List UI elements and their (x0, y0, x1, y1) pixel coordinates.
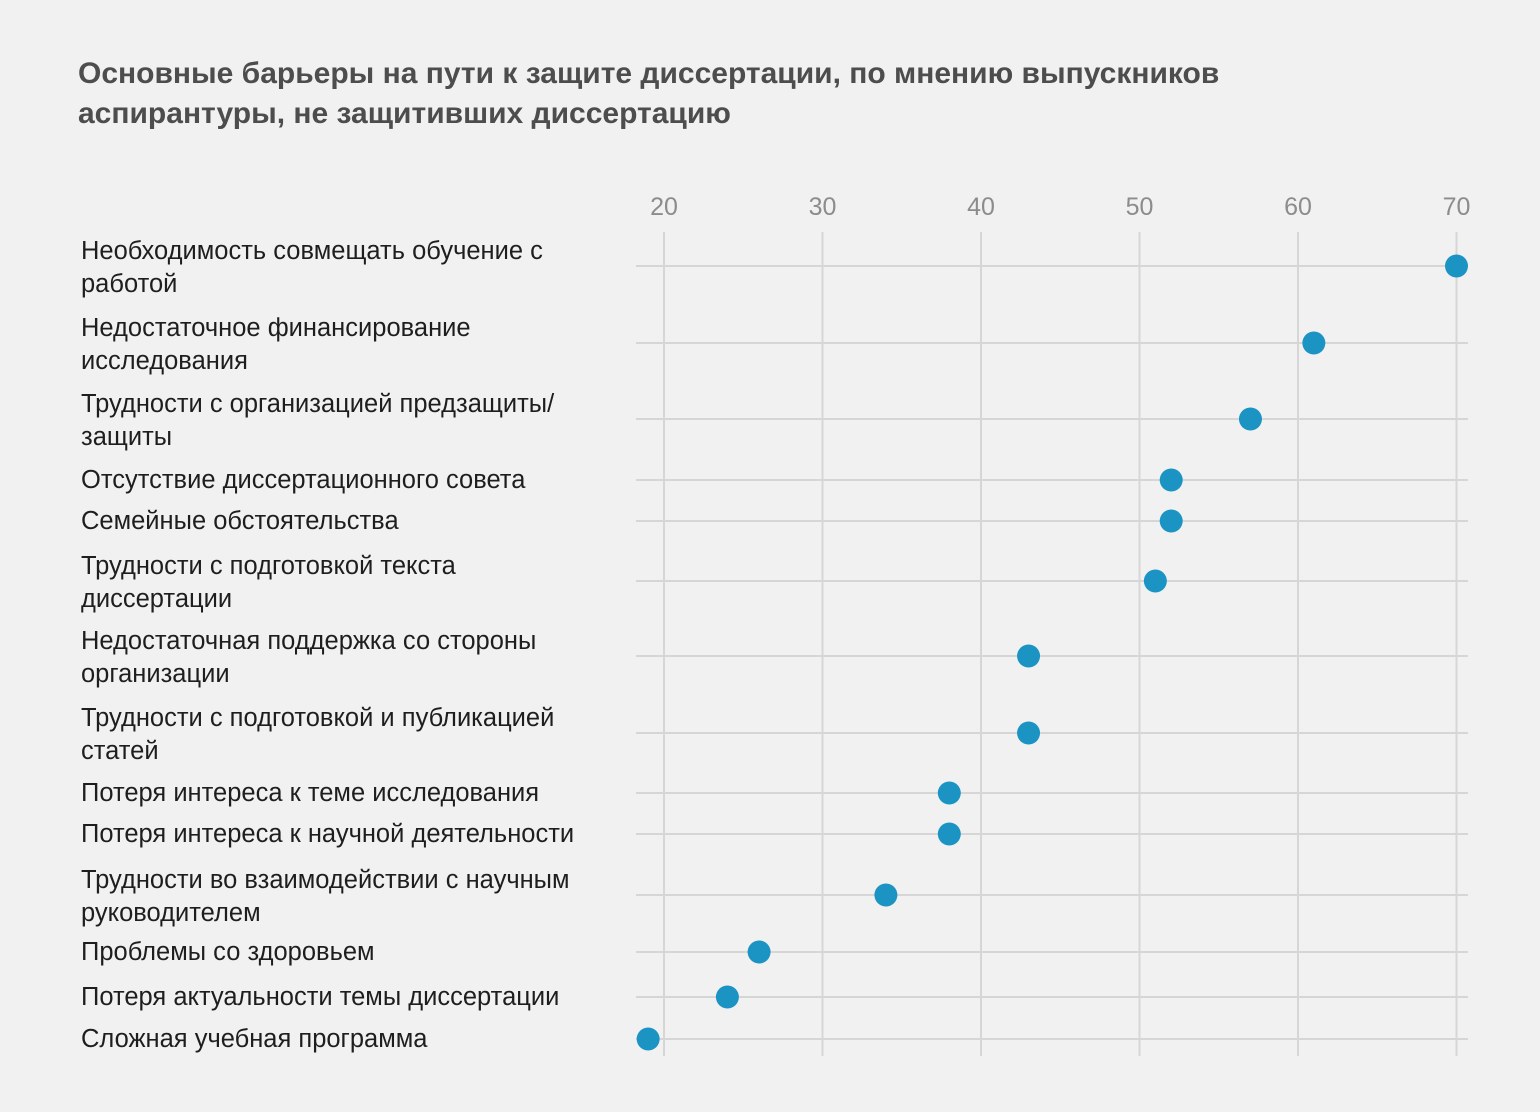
category-label: Потеря интереса к научной деятельности (81, 820, 574, 848)
category-label: Трудности с подготовкой текста диссертаци… (81, 552, 457, 613)
category-label-line: работой (81, 270, 177, 298)
category-label-line: Недостаточная поддержка со стороны (81, 627, 536, 655)
data-point (1302, 331, 1326, 355)
data-points (636, 254, 1468, 1051)
data-point (937, 822, 961, 846)
data-point (1017, 721, 1041, 745)
category-label: Сложная учебная программа (81, 1025, 428, 1053)
category-label-line: Потеря актуальности темы диссертации (81, 983, 559, 1011)
category-label: Трудности с организацией предзащиты/защи… (81, 390, 555, 451)
category-label: Трудности во взаимодействии с научным рук… (81, 866, 570, 927)
x-tick-label-30: 30 (809, 193, 837, 221)
data-point (1159, 468, 1183, 492)
category-label-line: Сложная учебная программа (81, 1025, 428, 1053)
category-labels: Необходимость совмещать обучение с работо… (81, 237, 574, 1053)
data-point (1143, 569, 1167, 593)
horizontal-gridlines (636, 265, 1468, 1040)
data-point (1238, 407, 1262, 431)
chart-title-line-1: Основные барьеры на пути к защите диссер… (78, 57, 1220, 90)
category-label: Потеря интереса к теме исследования (81, 779, 539, 807)
data-point (874, 883, 898, 907)
data-point (636, 1027, 660, 1051)
x-tick-label-50: 50 (1126, 193, 1154, 221)
category-label-line: Отсутствие диссертационного совета (81, 466, 526, 494)
category-label-line: Необходимость совмещать обучение с (81, 237, 543, 265)
data-point (747, 940, 771, 964)
category-label-line: организации (81, 660, 230, 688)
category-label-line: исследования (81, 347, 248, 375)
category-label-line: Трудности с организацией предзащиты/ (81, 390, 555, 418)
category-label-line: Трудности во взаимодействии с научным (81, 866, 570, 894)
data-point (937, 781, 961, 805)
category-label: Трудности с подготовкой и публикацией ста… (81, 704, 554, 765)
category-label-line: Потеря интереса к научной деятельности (81, 820, 574, 848)
category-label-line: Недостаточное финансирование (81, 314, 471, 342)
category-label: Необходимость совмещать обучение с работо… (81, 237, 543, 298)
x-tick-label-70: 70 (1443, 193, 1471, 221)
chart-title-line-2: аспирантуры, не защитивших диссертацию (78, 97, 731, 130)
x-tick-label-20: 20 (650, 193, 678, 221)
category-label: Недостаточное финансирование исследования (81, 314, 471, 375)
category-label: Проблемы со здоровьем (81, 938, 375, 966)
category-label-line: диссертации (81, 585, 232, 613)
category-label-line: руководителем (81, 899, 261, 927)
x-tick-label-60: 60 (1284, 193, 1312, 221)
data-point (715, 985, 739, 1009)
category-label-line: Потеря интереса к теме исследования (81, 779, 539, 807)
category-label-line: статей (81, 737, 159, 765)
chart-title: Основные барьеры на пути к защите диссер… (78, 54, 1478, 134)
category-label: Потеря актуальности темы диссертации (81, 983, 559, 1011)
category-label-line: защиты (81, 423, 172, 451)
category-label-line: Трудности с подготовкой текста (81, 552, 457, 580)
category-label-line: Семейные обстоятельства (81, 507, 399, 535)
data-point (1159, 509, 1183, 533)
category-label-line: Проблемы со здоровьем (81, 938, 375, 966)
vertical-gridlines (663, 232, 1458, 1056)
x-axis-tick-labels: 20 30 40 50 60 70 (650, 193, 1470, 221)
category-label: Отсутствие диссертационного совета (81, 466, 526, 494)
category-label: Недостаточная поддержка со стороны органи… (81, 627, 536, 688)
data-point (1445, 254, 1468, 278)
x-tick-label-40: 40 (967, 193, 995, 221)
category-label: Семейные обстоятельства (81, 507, 399, 535)
category-label-line: Трудности с подготовкой и публикацией (81, 704, 554, 732)
data-point (1017, 644, 1041, 668)
